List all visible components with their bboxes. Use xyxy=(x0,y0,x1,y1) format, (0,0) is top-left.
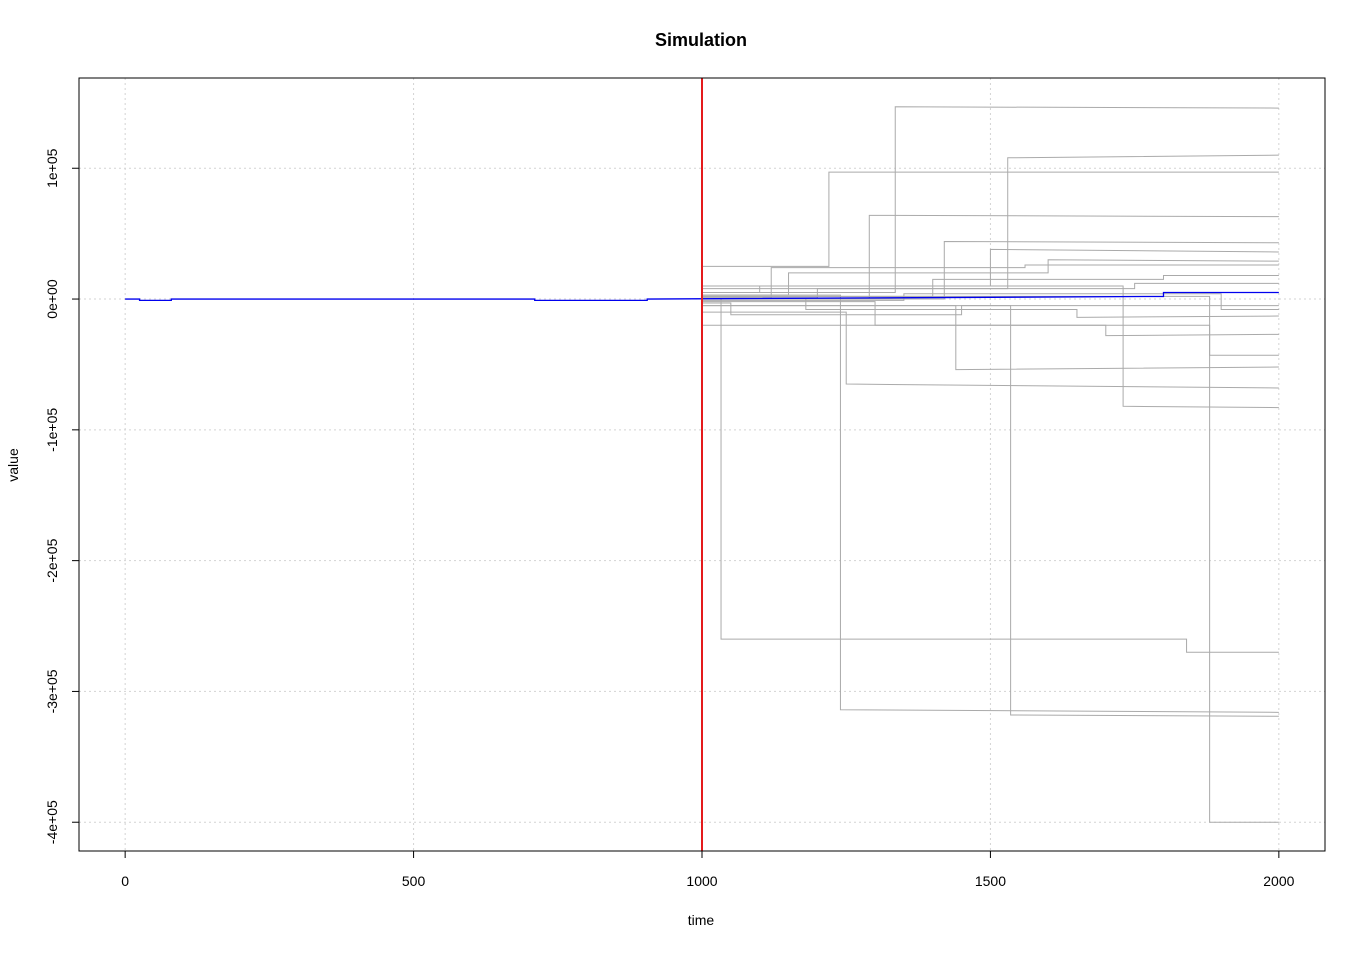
series-line xyxy=(702,259,1279,296)
x-tick-label: 1000 xyxy=(686,873,717,889)
series-line xyxy=(702,301,1279,337)
x-tick-label: 0 xyxy=(121,873,129,889)
x-tick-label: 500 xyxy=(402,873,426,889)
series-line xyxy=(702,106,1279,294)
x-tick-label: 2000 xyxy=(1263,873,1294,889)
series-line xyxy=(125,291,1279,302)
series-line xyxy=(702,302,1279,316)
series-line xyxy=(702,305,1279,371)
series-line xyxy=(702,171,1279,267)
plot-frame xyxy=(78,77,1326,852)
series-line xyxy=(702,295,1279,823)
chart-title: Simulation xyxy=(655,30,747,50)
y-tick-label: 0e+00 xyxy=(44,279,60,319)
y-tick-label: -4e+05 xyxy=(44,800,60,844)
series-line xyxy=(702,264,1279,299)
series-line xyxy=(702,293,1279,311)
series-line xyxy=(702,311,1279,389)
y-tick-label: -3e+05 xyxy=(44,669,60,713)
series-line xyxy=(702,240,1279,300)
y-axis-label: value xyxy=(5,448,21,482)
series-line xyxy=(702,248,1279,294)
series-line xyxy=(702,275,1279,297)
y-tick-label: -2e+05 xyxy=(44,538,60,582)
x-tick-label: 1500 xyxy=(975,873,1006,889)
y-tick-label: -1e+05 xyxy=(44,408,60,452)
y-tick-label: 1e+05 xyxy=(44,148,60,188)
x-axis-label: time xyxy=(688,912,715,928)
